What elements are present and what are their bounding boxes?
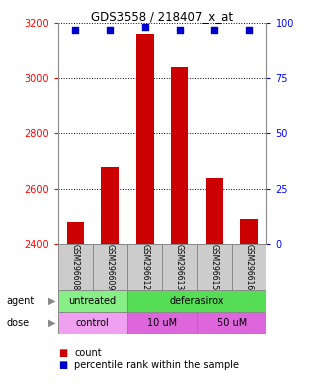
Bar bbox=[197, 244, 232, 290]
Text: ■: ■ bbox=[58, 348, 67, 358]
Text: GSM296609: GSM296609 bbox=[106, 244, 115, 290]
Bar bbox=[58, 244, 93, 290]
Bar bbox=[93, 244, 127, 290]
Text: agent: agent bbox=[7, 296, 35, 306]
Text: GSM296615: GSM296615 bbox=[210, 244, 219, 290]
Point bbox=[212, 26, 217, 33]
Bar bbox=[240, 219, 258, 244]
Point bbox=[177, 26, 182, 33]
Bar bbox=[171, 67, 188, 244]
Point bbox=[107, 26, 113, 33]
Text: GSM296616: GSM296616 bbox=[245, 244, 254, 290]
Text: dose: dose bbox=[7, 318, 30, 328]
Text: GSM296612: GSM296612 bbox=[140, 244, 149, 290]
Bar bbox=[101, 167, 119, 244]
Text: GSM296613: GSM296613 bbox=[175, 244, 184, 290]
Bar bbox=[58, 290, 127, 312]
Bar bbox=[136, 34, 154, 244]
Bar bbox=[127, 290, 266, 312]
Text: GSM296608: GSM296608 bbox=[71, 244, 80, 290]
Bar bbox=[206, 178, 223, 244]
Text: 10 uM: 10 uM bbox=[147, 318, 177, 328]
Bar bbox=[127, 312, 197, 334]
Bar bbox=[162, 244, 197, 290]
Text: ▶: ▶ bbox=[48, 318, 55, 328]
Bar bbox=[67, 222, 84, 244]
Text: percentile rank within the sample: percentile rank within the sample bbox=[74, 360, 239, 370]
Bar bbox=[232, 244, 266, 290]
Text: ■: ■ bbox=[58, 360, 67, 370]
Text: 50 uM: 50 uM bbox=[216, 318, 247, 328]
Text: control: control bbox=[76, 318, 110, 328]
Text: untreated: untreated bbox=[69, 296, 117, 306]
Bar bbox=[197, 312, 266, 334]
Text: count: count bbox=[74, 348, 102, 358]
Text: deferasirox: deferasirox bbox=[170, 296, 224, 306]
Bar bbox=[127, 244, 162, 290]
Point bbox=[72, 26, 78, 33]
Bar bbox=[58, 312, 127, 334]
Point bbox=[246, 26, 252, 33]
Text: GDS3558 / 218407_x_at: GDS3558 / 218407_x_at bbox=[91, 10, 233, 23]
Text: ▶: ▶ bbox=[48, 296, 55, 306]
Point bbox=[142, 25, 148, 31]
